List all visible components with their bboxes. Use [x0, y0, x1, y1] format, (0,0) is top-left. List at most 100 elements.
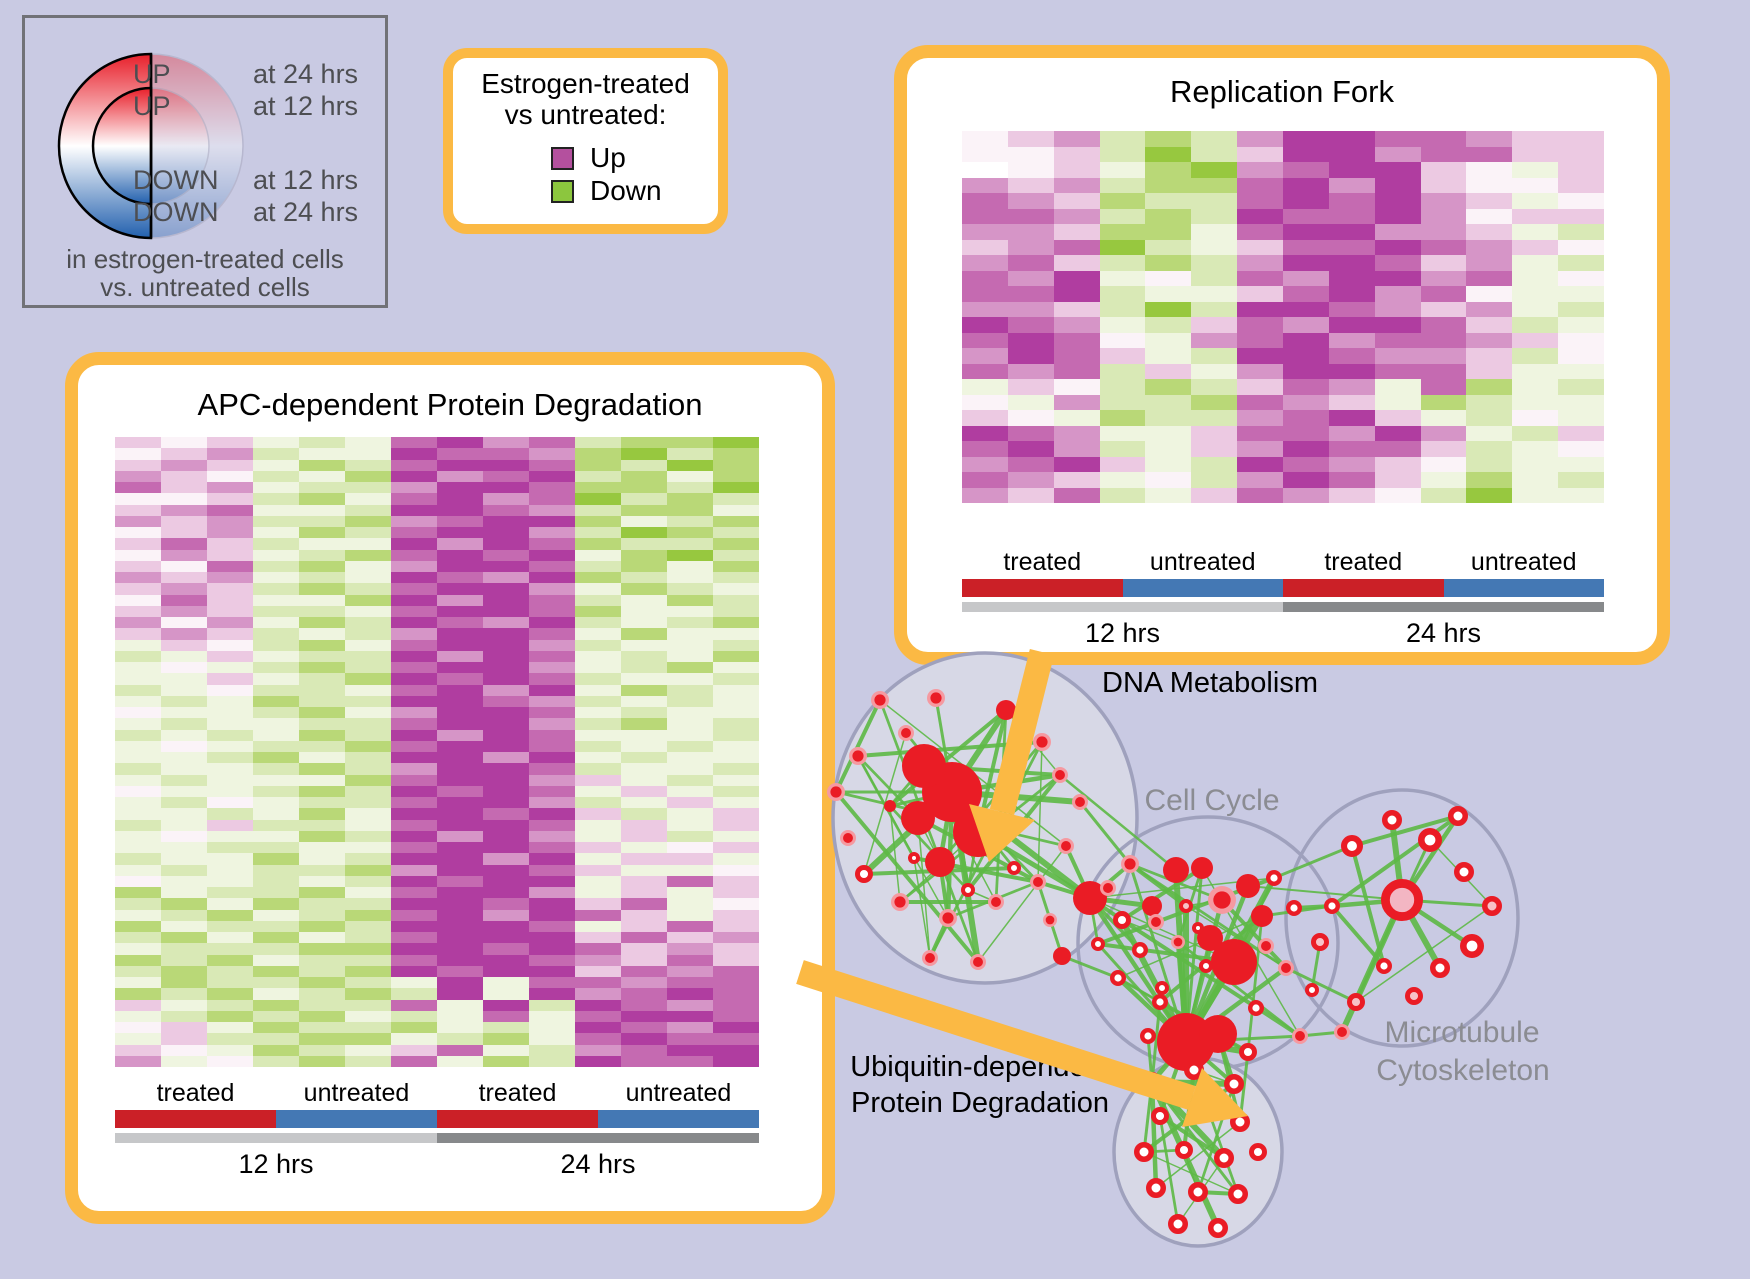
gene-node-ring — [1174, 1140, 1193, 1159]
gene-node-core — [843, 833, 853, 843]
heatmap-cell — [1328, 224, 1375, 240]
heatmap-cell — [1558, 441, 1604, 457]
gene-node-ring — [1214, 1148, 1234, 1168]
heatmap-cell — [437, 639, 483, 651]
time-group-label: 12 hrs — [238, 1149, 314, 1179]
network-edge — [1088, 897, 1100, 945]
heatmap-cell — [1420, 224, 1467, 240]
heatmap-cell — [1558, 317, 1604, 333]
heatmap-cell — [1328, 487, 1375, 503]
heatmap-cell — [437, 673, 483, 685]
heatmap-cell — [529, 819, 575, 831]
heatmap-cell — [391, 515, 437, 527]
gene-node — [898, 725, 914, 741]
heatmap-cell — [161, 684, 207, 696]
gene-node-ring — [1404, 986, 1423, 1005]
cluster-cell-cycle-ellipse — [1076, 815, 1340, 1071]
untreated-bar — [1443, 579, 1604, 597]
network-edge — [1185, 1034, 1301, 1044]
heatmap-cell — [1420, 317, 1467, 333]
heatmap-cell — [437, 864, 483, 876]
heatmap-cell — [575, 639, 621, 651]
heatmap-cell — [1191, 394, 1238, 410]
rf-heatmap-block: treated untreated treated untreated 12 hrs 2… — [962, 131, 1604, 648]
network-edge — [934, 697, 954, 793]
heatmap-cell — [1237, 348, 1283, 364]
heatmap-cell — [253, 470, 299, 482]
network-edge — [1151, 1079, 1235, 1087]
heatmap-cell — [115, 662, 161, 674]
heatmap-cell — [115, 819, 161, 831]
network-edge — [888, 708, 1008, 808]
gene-node-ring — [1323, 898, 1340, 915]
gene-node-ring — [1151, 994, 1168, 1011]
heatmap-cell — [1145, 255, 1192, 271]
heatmap-cell — [483, 898, 529, 910]
heatmap-cell — [1099, 394, 1146, 410]
heatmap-cell — [1328, 379, 1375, 395]
heatmap-cell — [575, 898, 621, 910]
time-group-label: 24 hrs — [560, 1149, 636, 1179]
heatmap-cell — [1191, 425, 1238, 441]
heatmap-cell — [299, 673, 345, 685]
heatmap-cell — [483, 853, 529, 865]
heatmap-cell — [1328, 456, 1375, 472]
network-edge — [950, 790, 1040, 884]
heatmap-cell — [1237, 239, 1283, 255]
heatmap-cell — [621, 628, 667, 640]
heatmap-cell — [667, 527, 713, 539]
heatmap-cell — [575, 853, 621, 865]
heatmap-cell — [962, 131, 1008, 147]
heatmap-cell — [299, 752, 345, 764]
heatmap-cell — [529, 977, 575, 989]
heatmap-cell — [1007, 472, 1054, 488]
heatmap-cell — [483, 482, 529, 494]
panel-link-arrow-2-head — [1182, 1068, 1248, 1127]
gene-node — [902, 744, 946, 788]
heatmap-cell — [299, 1044, 345, 1056]
heatmap-cell — [345, 1055, 391, 1067]
heatmap-cell — [1053, 224, 1100, 240]
heatmap-cell — [1283, 301, 1329, 317]
heatmap-cell — [1328, 239, 1375, 255]
heatmap-cell — [1283, 131, 1329, 147]
heatmap-cell — [962, 425, 1008, 441]
heatmap-cell — [1558, 472, 1604, 488]
heatmap-cell — [621, 909, 667, 921]
heatmap-cell — [391, 527, 437, 539]
heatmap-cell — [667, 842, 713, 854]
heatmap-cell — [667, 1010, 713, 1022]
heatmap-cell — [1328, 425, 1375, 441]
heatmap-cell — [575, 538, 621, 550]
network-edge — [1078, 801, 1132, 865]
heatmap-cell — [299, 639, 345, 651]
heatmap-cell — [1328, 193, 1375, 209]
heatmap-cell — [345, 932, 391, 944]
heatmap-cell — [1053, 394, 1100, 410]
heatmap-cell — [575, 1055, 621, 1067]
heatmap-cell — [1237, 286, 1283, 302]
network-edge — [922, 764, 954, 794]
gene-node — [1199, 1015, 1237, 1053]
heatmap-cell — [299, 493, 345, 505]
heatmap-cell — [299, 684, 345, 696]
heatmap-cell — [1237, 301, 1283, 317]
heatmap-cell — [1145, 193, 1192, 209]
heatmap-cell — [1420, 472, 1467, 488]
heatmap-cell — [575, 808, 621, 820]
network-edge — [863, 732, 907, 875]
untreated-bar — [598, 1110, 759, 1128]
heatmap-cell — [1374, 286, 1421, 302]
heatmap-cell — [667, 1055, 713, 1067]
heatmap-cell — [621, 695, 667, 707]
heatmap-cell — [299, 538, 345, 550]
heatmap-cell — [1283, 177, 1329, 193]
heatmap-cell — [299, 718, 345, 730]
heatmap-cell — [1420, 146, 1467, 162]
heatmap-cell — [1283, 441, 1329, 457]
heatmap-cell — [115, 504, 161, 516]
heatmap-cell — [1053, 472, 1100, 488]
heatmap-cell — [1007, 239, 1054, 255]
heatmap-cell — [713, 774, 759, 786]
gene-node — [1334, 1024, 1350, 1040]
